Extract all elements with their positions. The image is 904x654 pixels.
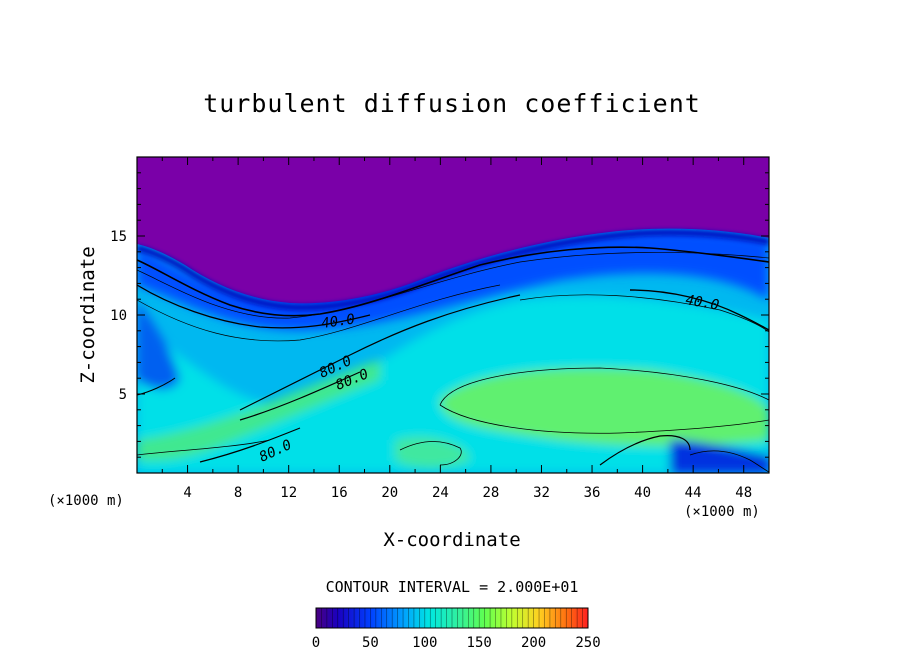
y-axis-label: Z-coordinate (77, 246, 99, 383)
contour-line-bottom-4 (137, 439, 271, 456)
y-axis: 5 10 15 (110, 229, 127, 403)
x-tick-label: 36 (584, 485, 601, 501)
colorbar-label: 250 (575, 635, 600, 651)
contour-line-80-b (239, 371, 361, 421)
colorbar: 0 50 100 150 200 250 (312, 607, 601, 651)
colorbar-frame (315, 607, 589, 629)
colorbar-label: 150 (467, 635, 492, 651)
contour-label-1: 40.0 (320, 311, 356, 332)
contour-line-bottom-1 (599, 435, 691, 466)
colorbar-label: 50 (362, 635, 379, 651)
y-tick-label: 10 (110, 308, 127, 324)
contour-line-bottom-2 (689, 450, 769, 473)
contour-label-5: 40.0 (684, 292, 720, 314)
colorbar-label: 0 (312, 635, 320, 651)
contour-line-core-bottom (439, 404, 769, 434)
colorbar-label: 100 (412, 635, 437, 651)
contour-line-upper (137, 246, 769, 317)
contour-line-thin-2 (137, 284, 501, 342)
y-tick-label: 5 (119, 387, 127, 403)
x-axis: 4 8 12 16 20 24 28 32 36 40 44 48 (183, 485, 752, 501)
colorbar-stripes (315, 608, 589, 628)
x-tick-label: 28 (482, 485, 499, 501)
contour-line-thin-1 (137, 252, 769, 319)
contour-lines (137, 246, 769, 473)
field-region-left-blue (137, 300, 180, 390)
field-region-green-core (440, 368, 769, 446)
x-tick-label: 4 (183, 485, 191, 501)
x-axis-ticks (161, 157, 745, 473)
field-region-bottom-right-patch (670, 440, 769, 473)
x-tick-label: 24 (432, 485, 449, 501)
y-tick-label: 15 (110, 229, 127, 245)
x-unit-right: (×1000 m) (684, 504, 760, 520)
x-tick-label: 44 (685, 485, 702, 501)
y-axis-ticks (137, 172, 769, 458)
contour-line-40-left (137, 284, 371, 329)
chart-title: turbulent diffusion coefficient (203, 89, 701, 118)
contour-line-40-right (629, 289, 769, 331)
x-unit-left: (×1000 m) (48, 493, 124, 509)
contour-line-core (439, 367, 769, 406)
field-region-upper-layer (137, 157, 769, 304)
x-tick-label: 16 (331, 485, 348, 501)
x-tick-label: 20 (381, 485, 398, 501)
contour-interval-text: CONTOUR INTERVAL = 2.000E+01 (326, 578, 579, 596)
colorbar-label: 200 (521, 635, 546, 651)
x-tick-label: 12 (280, 485, 297, 501)
field-region-green-strip (137, 360, 380, 461)
x-tick-label: 8 (234, 485, 242, 501)
contour-line-bottom-3 (399, 441, 462, 466)
heatmap-field (137, 157, 769, 473)
field-region-upper-edge (137, 229, 769, 311)
x-tick-label: 32 (533, 485, 550, 501)
x-tick-label: 40 (634, 485, 651, 501)
x-tick-label: 48 (735, 485, 752, 501)
contour-line-thin-3 (519, 294, 769, 333)
contour-line-80-c (199, 427, 301, 463)
contour-line-80-a (239, 294, 521, 411)
x-axis-label: X-coordinate (383, 529, 520, 551)
